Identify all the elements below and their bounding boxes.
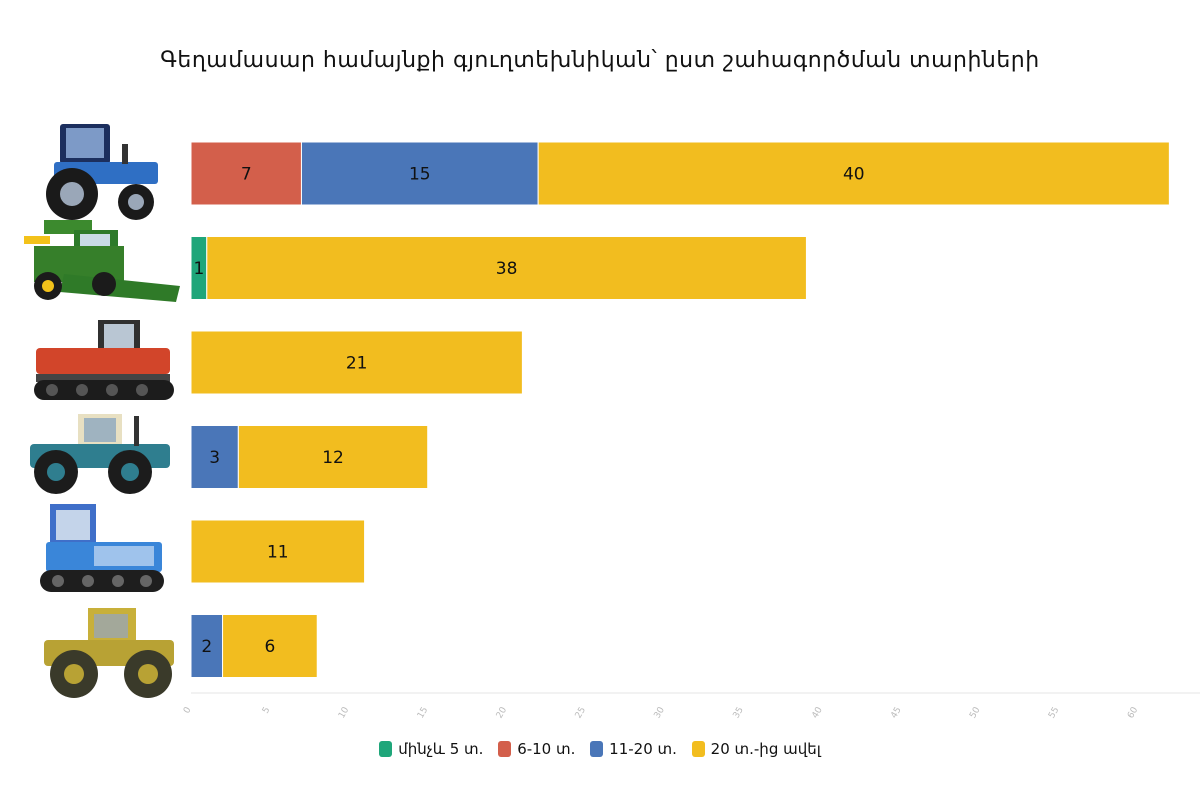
legend: մինչև 5 տ. 6-10 տ. 11-20 տ. 20 տ.-ից ավե… bbox=[0, 740, 1200, 761]
x-tick-label: 25 bbox=[574, 706, 588, 721]
legend-swatch bbox=[379, 741, 393, 757]
x-tick-label: 45 bbox=[889, 706, 903, 721]
wheeled-tractor-yellow-icon bbox=[44, 608, 174, 698]
wheeled-tractor-teal-icon bbox=[30, 414, 170, 494]
bar-segment[interactable] bbox=[206, 236, 807, 300]
x-tick-label: 5 bbox=[261, 706, 273, 716]
data-label: 40 bbox=[843, 165, 865, 185]
bar-segment[interactable] bbox=[190, 519, 366, 584]
bar-segment[interactable] bbox=[190, 330, 523, 395]
data-label: 6 bbox=[264, 637, 275, 657]
data-label: 38 bbox=[496, 259, 518, 279]
wheeled-tractor-blue-icon bbox=[46, 124, 158, 220]
legend-label: 6-10 տ. bbox=[517, 740, 576, 758]
combine-harvester-icon bbox=[24, 220, 180, 302]
x-tick-label: 0 bbox=[182, 705, 194, 715]
legend-item[interactable]: մինչև 5 տ. bbox=[379, 740, 483, 758]
bar-segment[interactable] bbox=[537, 141, 1170, 206]
data-label: 7 bbox=[241, 165, 252, 185]
x-tick-label: 55 bbox=[1047, 706, 1061, 721]
legend-swatch bbox=[590, 741, 604, 757]
data-label: 15 bbox=[409, 165, 431, 185]
crawler-tractor-red-icon bbox=[34, 320, 174, 400]
bar-segment[interactable] bbox=[222, 614, 318, 678]
data-label: 3 bbox=[209, 448, 220, 468]
crawler-tractor-blue-icon bbox=[40, 504, 164, 592]
legend-item[interactable]: 11-20 տ. bbox=[590, 740, 677, 758]
x-tick-label: 50 bbox=[968, 705, 983, 720]
x-tick-label: 10 bbox=[337, 705, 352, 720]
legend-label: 11-20 տ. bbox=[609, 740, 677, 758]
x-tick-label: 15 bbox=[416, 706, 430, 721]
chart-title: Գեղամասար համայնքի գյուղտեխնիկան՝ ըստ շա… bbox=[160, 48, 1040, 73]
bar-segment[interactable] bbox=[237, 425, 429, 489]
data-label: 11 bbox=[267, 543, 289, 563]
x-tick-label: 35 bbox=[732, 706, 746, 721]
x-tick-label: 40 bbox=[810, 705, 825, 720]
x-tick-label: 30 bbox=[653, 705, 668, 720]
x-tick-label: 60 bbox=[1126, 705, 1141, 720]
bar-segment[interactable] bbox=[190, 141, 302, 206]
bar-segment[interactable] bbox=[190, 614, 224, 678]
data-label: 21 bbox=[346, 354, 368, 374]
legend-swatch bbox=[498, 741, 512, 757]
data-label: 1 bbox=[193, 259, 204, 279]
data-label: 12 bbox=[322, 448, 344, 468]
legend-swatch bbox=[691, 741, 705, 757]
data-label: 2 bbox=[201, 637, 212, 657]
legend-label: 20 տ.-ից ավել bbox=[710, 740, 821, 758]
legend-label: մինչև 5 տ. bbox=[398, 740, 484, 758]
bar-segment[interactable] bbox=[190, 425, 239, 489]
legend-item[interactable]: 6-10 տ. bbox=[498, 740, 575, 758]
x-tick-label: 20 bbox=[495, 705, 510, 720]
legend-item[interactable]: 20 տ.-ից ավել bbox=[691, 740, 821, 758]
bar-segment[interactable] bbox=[300, 141, 539, 206]
